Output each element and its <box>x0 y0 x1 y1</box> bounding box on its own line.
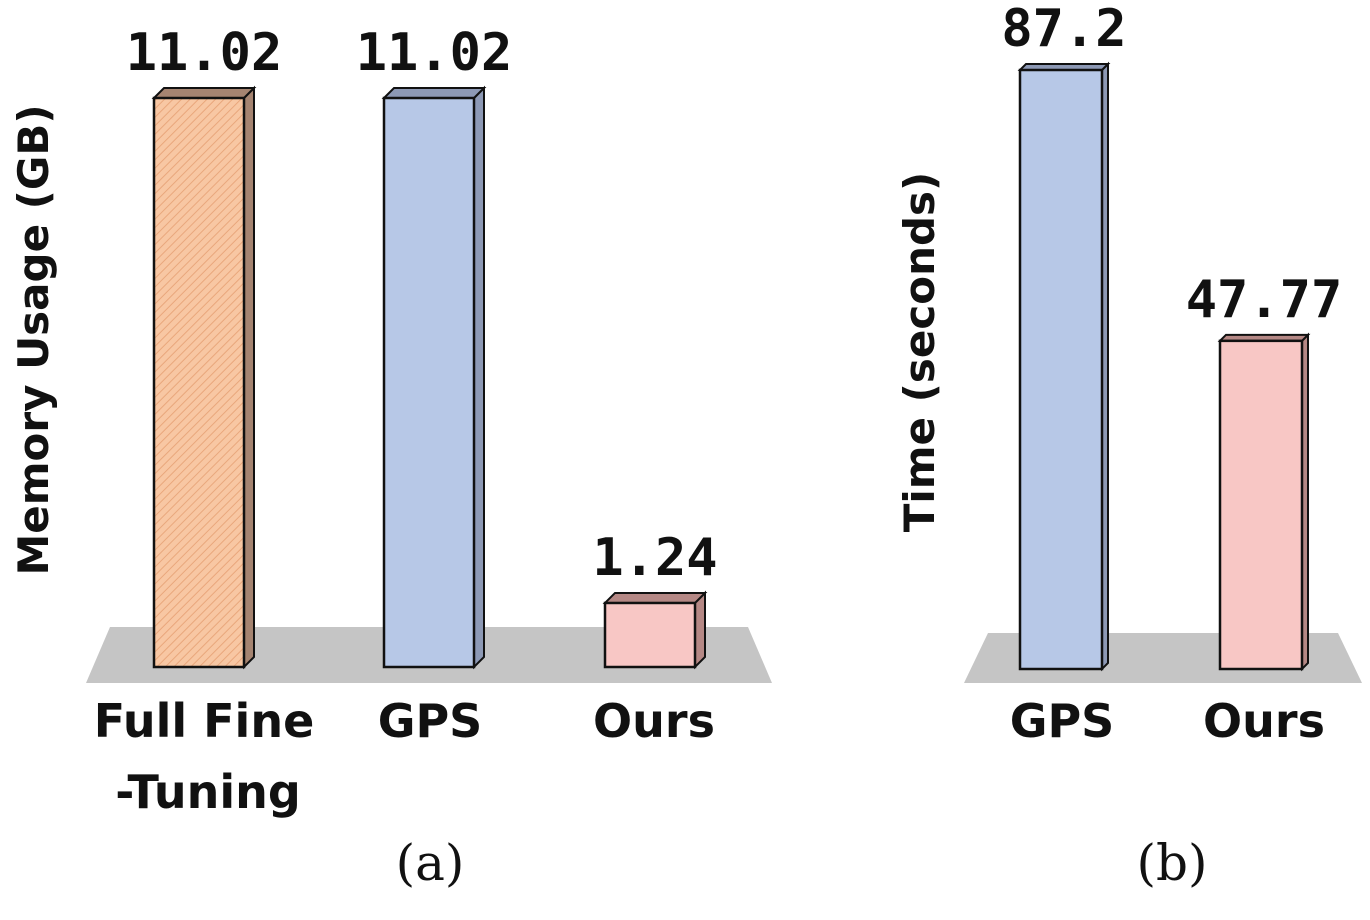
bar-b-0 <box>1018 68 1104 671</box>
bar-top-a-1 <box>381 87 487 99</box>
bar-b-1 <box>1218 339 1304 671</box>
bars-a: 11.02 11.02 1.24 <box>126 23 718 670</box>
bar-a-2 <box>603 601 697 669</box>
bar-side-a-1 <box>473 85 485 670</box>
bar-a-0 <box>152 96 246 669</box>
caption-b: (b) <box>1136 834 1207 892</box>
data-label-b-1: 47.77 <box>1186 270 1343 330</box>
chart-a: 11.02 11.02 1.24 Memory Usage (GB) Full Fi… <box>9 23 772 892</box>
x-tick-label-a-0-line1: Full Fine <box>94 694 315 748</box>
bar-a-1 <box>382 96 476 669</box>
data-label-a-2: 1.24 <box>592 528 717 588</box>
x-tick-label-b-1: Ours <box>1203 694 1325 748</box>
x-tick-label-a-1: GPS <box>378 694 483 748</box>
bar-top-a-2 <box>602 591 708 604</box>
x-tick-label-a-2: Ours <box>593 694 715 748</box>
bar-top-a-0 <box>151 87 257 99</box>
x-tick-label-b-0: GPS <box>1010 694 1115 748</box>
data-label-a-1: 11.02 <box>356 23 513 83</box>
bar-side-a-2 <box>694 590 706 670</box>
y-axis-label-b: Time (seconds) <box>895 172 944 533</box>
caption-a: (a) <box>396 834 465 892</box>
data-label-a-0: 11.02 <box>126 23 283 83</box>
bars-b: 87.2 47.77 <box>1001 0 1343 672</box>
chart-b: 87.2 47.77 Time (seconds) GPS Ours (b) <box>895 0 1362 892</box>
y-axis-label-a: Memory Usage (GB) <box>9 104 58 575</box>
x-tick-label-a-0-line2: -Tuning <box>115 765 301 819</box>
bar-side-a-0 <box>243 85 255 670</box>
data-label-b-0: 87.2 <box>1001 0 1126 59</box>
